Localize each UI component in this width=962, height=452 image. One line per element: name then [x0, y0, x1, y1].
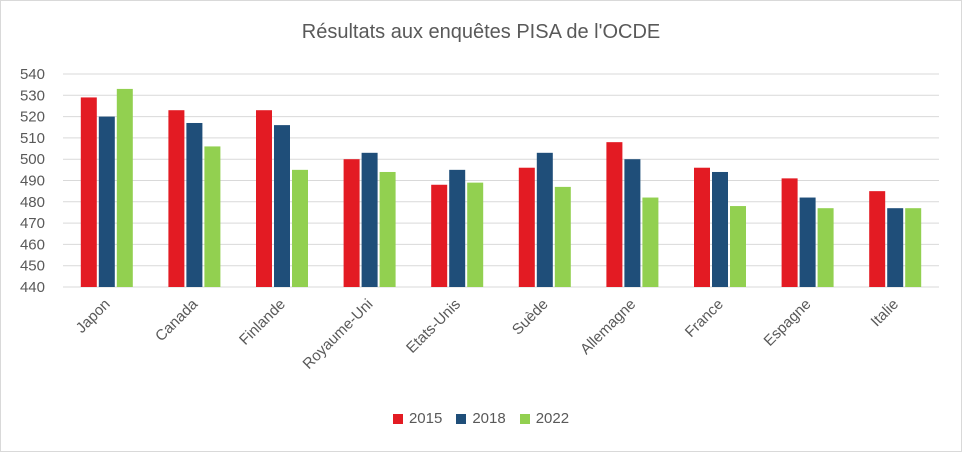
bar-2015 — [256, 110, 272, 288]
bar-2015 — [869, 191, 886, 287]
bar-2022 — [379, 171, 396, 287]
y-tick-label: 500 — [20, 151, 45, 168]
y-tick-label: 480 — [20, 194, 45, 211]
bar-2015 — [518, 167, 535, 287]
x-tick-label: Japon — [73, 296, 114, 337]
x-tick-label: Suède — [509, 296, 552, 339]
x-tick-label: Allemagne — [577, 296, 639, 358]
y-tick-label: 470 — [20, 215, 45, 232]
bar-2022 — [204, 146, 221, 287]
x-tick-label: Finlande — [236, 296, 289, 349]
bar-2018 — [536, 152, 553, 287]
bar-2018 — [361, 152, 378, 287]
bar-2015 — [694, 167, 710, 287]
x-tick-label: Canada — [152, 295, 202, 345]
bar-2015 — [343, 159, 360, 287]
bar-2022 — [116, 88, 133, 287]
x-tick-label: Royaume-Uni — [300, 296, 377, 373]
y-tick-label: 520 — [20, 109, 45, 126]
bar-2015 — [431, 184, 448, 287]
bar-2018 — [274, 125, 290, 288]
x-tick-label: Etats-Unis — [403, 296, 464, 357]
bar-2015 — [606, 142, 623, 287]
y-tick-label: 460 — [20, 236, 45, 253]
legend-swatch-2018 — [456, 413, 467, 424]
bar-2022 — [292, 169, 308, 287]
bar-2022 — [554, 186, 571, 287]
legend-label-2022: 2022 — [535, 410, 570, 427]
bar-2015 — [781, 178, 798, 287]
legend-swatch-2022 — [519, 413, 530, 424]
legend-label-2015: 2015 — [408, 410, 443, 427]
legend-label-2018: 2018 — [472, 410, 506, 427]
bar-2022 — [905, 208, 922, 287]
bar-2018 — [887, 208, 904, 287]
chart-title: Résultats aux enquêtes PISA de l'OCDE — [301, 21, 661, 43]
bar-2022 — [642, 197, 659, 287]
y-tick-label: 510 — [20, 130, 45, 147]
bar-2015 — [168, 110, 185, 288]
bar-2018 — [186, 122, 203, 288]
bar-2018 — [449, 169, 466, 287]
legend-item-2022: 2022 — [519, 410, 570, 427]
y-tick-label: 450 — [20, 258, 45, 275]
legend-item-2015: 2015 — [392, 410, 443, 427]
bar-chart: 440 450 460 470 480 490 500 510 520 530 540 Japon Ca… — [20, 66, 939, 373]
y-tick-label: 540 — [20, 66, 45, 83]
legend-swatch-2015 — [392, 413, 403, 424]
x-tick-label: Italie — [868, 296, 902, 330]
bar-2015 — [80, 97, 97, 288]
bar-2018 — [799, 197, 816, 287]
bar-2018 — [624, 159, 641, 287]
x-tick-label: France — [682, 296, 727, 341]
bar-2018 — [712, 171, 728, 287]
x-tick-label: Espagne — [761, 296, 815, 350]
legend-item-2018: 2018 — [456, 410, 506, 427]
bar-2022 — [467, 182, 484, 287]
chart-legend: 2015 2018 2022 — [1, 410, 961, 427]
y-tick-label: 530 — [20, 87, 45, 104]
y-tick-label: 440 — [20, 279, 45, 296]
y-tick-label: 490 — [20, 173, 45, 190]
bar-2022 — [730, 206, 746, 287]
bar-2018 — [98, 116, 115, 287]
bar-2022 — [817, 208, 834, 287]
